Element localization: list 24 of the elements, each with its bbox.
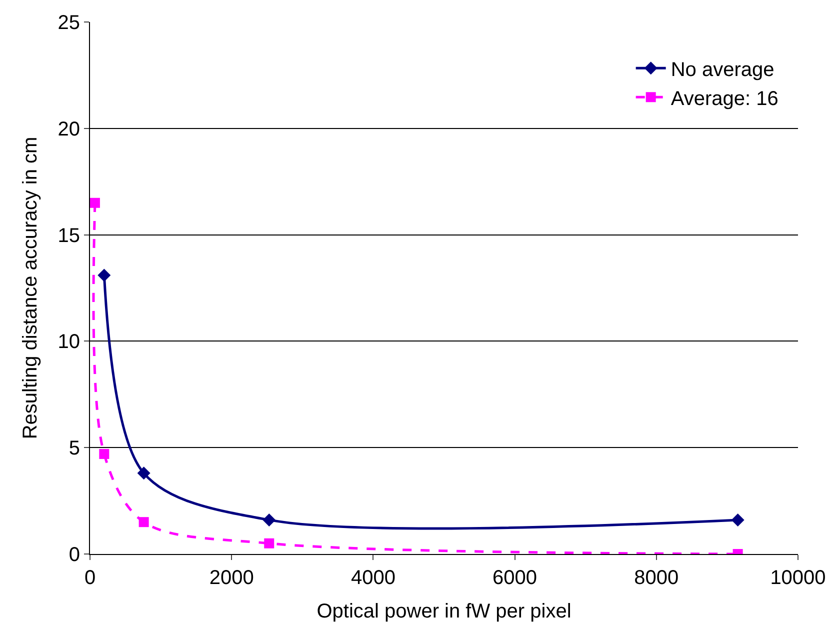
point: [262, 513, 276, 526]
y-axis-title: Resulting distance accuracy in cm: [19, 136, 42, 440]
point: [98, 268, 111, 282]
x-tick-label: 0: [84, 567, 96, 589]
point: [137, 466, 150, 480]
x-tick-label: 6000: [492, 567, 538, 589]
x-axis-title: Optical power in fW per pixel: [316, 600, 572, 622]
x-tick-label: 4000: [350, 567, 396, 589]
y-tick-label: 20: [58, 118, 80, 140]
legend-label: No average: [670, 58, 774, 81]
x-tick-label: 8000: [634, 567, 679, 589]
y-tick-label: 5: [68, 438, 80, 460]
x-tick-label: 10000: [770, 567, 826, 589]
point: [138, 517, 149, 528]
y-tick-label: 10: [58, 331, 80, 354]
point: [264, 538, 274, 548]
point: [731, 513, 744, 526]
y-tick-label: 25: [58, 12, 80, 34]
legend-label: Average: 16: [670, 88, 778, 110]
x-tick-label: 2000: [209, 567, 254, 589]
point: [90, 198, 100, 208]
y-tick-label: 15: [58, 224, 80, 247]
point: [99, 448, 110, 459]
y-tick-label: 0: [68, 544, 80, 566]
